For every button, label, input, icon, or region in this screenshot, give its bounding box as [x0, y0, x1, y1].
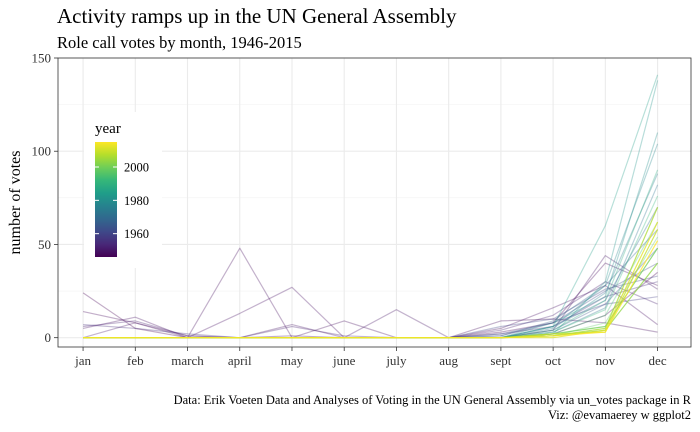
- legend-tick-label: 1960: [124, 227, 149, 241]
- x-tick-label: sept: [490, 353, 511, 368]
- x-tick-label: june: [332, 353, 356, 368]
- y-tick-label: 150: [32, 51, 52, 66]
- line-chart: 0 50 100 150 jan feb march april may june july aug…: [7, 51, 692, 368]
- series-line: [83, 206, 659, 339]
- x-tick-label: aug: [439, 353, 458, 368]
- x-tick-label: dec: [649, 353, 667, 368]
- legend-title: year: [95, 121, 121, 137]
- x-tick-label: may: [281, 353, 304, 368]
- y-axis-label: number of votes: [7, 151, 24, 255]
- x-tick-label: july: [385, 353, 407, 368]
- x-tick-label: feb: [127, 353, 144, 368]
- series-line: [83, 132, 659, 339]
- series-lines: [82, 74, 659, 339]
- legend: year 1960 1980 2000: [84, 112, 162, 268]
- x-tick-label: april: [228, 353, 252, 368]
- x-tick-label: nov: [596, 353, 616, 368]
- caption: Data: Erik Voeten Data and Analyses of V…: [174, 393, 691, 423]
- caption-credit: Viz: @evamaerey w ggplot2: [547, 408, 691, 422]
- series-line: [82, 255, 658, 339]
- y-tick-label: 50: [38, 237, 51, 252]
- y-tick-label: 100: [32, 144, 52, 159]
- x-tick-label: oct: [545, 353, 561, 368]
- series-line: [83, 281, 658, 339]
- series-line: [83, 206, 659, 339]
- legend-tick-label: 2000: [124, 161, 149, 175]
- series-line: [83, 240, 659, 339]
- series-line: [83, 74, 659, 339]
- series-line: [83, 80, 659, 339]
- panel-border: [57, 57, 692, 348]
- chart-subtitle: Role call votes by month, 1946-2015: [57, 33, 302, 52]
- x-tick-label: jan: [74, 353, 91, 368]
- series-line: [83, 236, 659, 339]
- y-tick-label: 0: [45, 330, 52, 345]
- x-tick-label: march: [171, 353, 204, 368]
- legend-tick-label: 1980: [124, 194, 149, 208]
- chart-title: Activity ramps up in the UN General Asse…: [57, 4, 457, 28]
- series-line: [83, 275, 658, 339]
- legend-colorbar: [95, 142, 117, 257]
- y-axis: 0 50 100 150: [32, 51, 58, 345]
- x-axis: jan feb march april may june july aug sept oct nov…: [74, 347, 667, 368]
- caption-source: Data: Erik Voeten Data and Analyses of V…: [173, 393, 691, 407]
